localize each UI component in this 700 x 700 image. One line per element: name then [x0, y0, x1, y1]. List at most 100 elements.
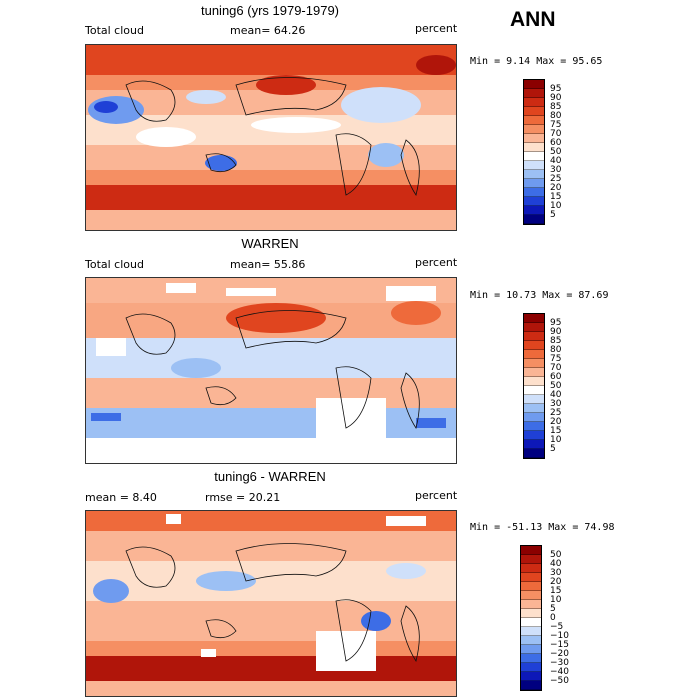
colorbar-cell	[521, 555, 541, 564]
colorbar-tick: 85	[550, 102, 562, 112]
colorbar-tick: 30	[550, 568, 562, 578]
colorbar-tick: −20	[550, 649, 569, 659]
panel3-map-field	[86, 511, 456, 696]
colorbar-cell	[524, 215, 544, 224]
colorbar-tick: 5	[550, 604, 556, 614]
panel3-map	[85, 510, 457, 697]
panel3-units-label: percent	[415, 489, 458, 502]
colorbar-tick: −30	[550, 658, 569, 668]
panel3-title: tuning6 - WARREN	[214, 469, 326, 484]
colorbar-cell	[524, 314, 544, 323]
colorbar-tick: 50	[550, 550, 562, 560]
colorbar-tick: 40	[550, 390, 562, 400]
colorbar-tick: −5	[550, 622, 564, 632]
colorbar-cell	[524, 332, 544, 341]
colorbar-tick: 75	[550, 120, 562, 130]
colorbar-cell	[521, 546, 541, 555]
colorbar-tick: 5	[550, 210, 556, 220]
colorbar-cell	[524, 359, 544, 368]
colorbar-tick: 25	[550, 408, 562, 418]
colorbar-tick: −10	[550, 631, 569, 641]
panel2-mean-label: mean= 55.86	[230, 258, 306, 271]
colorbar-cell	[521, 600, 541, 609]
colorbar-tick: 90	[550, 327, 562, 337]
colorbar-tick: 30	[550, 165, 562, 175]
colorbar-tick: 50	[550, 381, 562, 391]
colorbar-tick: 70	[550, 129, 562, 139]
colorbar-tick: −40	[550, 667, 569, 677]
colorbar-tick: 95	[550, 84, 562, 94]
colorbar-cell	[524, 125, 544, 134]
colorbar-tick: 40	[550, 156, 562, 166]
colorbar-cell	[521, 564, 541, 573]
colorbar-cell	[524, 152, 544, 161]
panel2-map	[85, 277, 457, 464]
panel3-colorbar	[520, 545, 542, 691]
colorbar-tick: 10	[550, 435, 562, 445]
colorbar-cell	[524, 134, 544, 143]
panel1-colorbar	[523, 79, 545, 225]
panel3-mean-label: mean = 8.40	[85, 491, 157, 504]
colorbar-cell	[521, 654, 541, 663]
panel3-minmax: Min = -51.13 Max = 74.98	[470, 522, 615, 533]
colorbar-cell	[524, 404, 544, 413]
colorbar-cell	[521, 609, 541, 618]
colorbar-cell	[524, 179, 544, 188]
panel3-rmse-label: rmse = 20.21	[205, 491, 281, 504]
colorbar-tick: 0	[550, 613, 556, 623]
colorbar-cell	[524, 188, 544, 197]
colorbar-cell	[524, 170, 544, 179]
panel1-minmax: Min = 9.14 Max = 95.65	[470, 56, 603, 67]
colorbar-tick: 15	[550, 586, 562, 596]
colorbar-cell	[524, 80, 544, 89]
colorbar-cell	[521, 627, 541, 636]
colorbar-cell	[521, 591, 541, 600]
colorbar-cell	[521, 636, 541, 645]
panel1-left-label: Total cloud	[85, 24, 144, 37]
colorbar-cell	[524, 413, 544, 422]
colorbar-cell	[524, 431, 544, 440]
colorbar-tick: −15	[550, 640, 569, 650]
colorbar-cell	[524, 368, 544, 377]
colorbar-tick: 10	[550, 595, 562, 605]
colorbar-cell	[524, 440, 544, 449]
colorbar-cell	[521, 582, 541, 591]
panel2-units-label: percent	[415, 256, 458, 269]
colorbar-cell	[521, 645, 541, 654]
colorbar-cell	[524, 386, 544, 395]
colorbar-cell	[524, 449, 544, 458]
panel1-units-label: percent	[415, 22, 458, 35]
panel2-map-field	[86, 278, 456, 463]
colorbar-tick: 10	[550, 201, 562, 211]
panel1-map-field	[86, 45, 456, 230]
colorbar-cell	[521, 573, 541, 582]
colorbar-cell	[524, 116, 544, 125]
colorbar-cell	[524, 197, 544, 206]
colorbar-cell	[524, 422, 544, 431]
colorbar-tick: 60	[550, 138, 562, 148]
colorbar-cell	[524, 206, 544, 215]
colorbar-cell	[524, 350, 544, 359]
season-label: ANN	[510, 8, 556, 31]
colorbar-tick: 15	[550, 192, 562, 202]
colorbar-cell	[524, 395, 544, 404]
panel2-title: WARREN	[241, 236, 299, 251]
colorbar-tick: 30	[550, 399, 562, 409]
panel1-title: tuning6 (yrs 1979-1979)	[200, 3, 340, 18]
panel2-colorbar	[523, 313, 545, 459]
colorbar-cell	[524, 377, 544, 386]
colorbar-tick: 25	[550, 174, 562, 184]
colorbar-tick: 95	[550, 318, 562, 328]
colorbar-cell	[521, 681, 541, 690]
panel2-minmax: Min = 10.73 Max = 87.69	[470, 290, 609, 301]
colorbar-tick: 80	[550, 111, 562, 121]
colorbar-tick: 70	[550, 363, 562, 373]
panel2-left-label: Total cloud	[85, 258, 144, 271]
colorbar-tick: 15	[550, 426, 562, 436]
colorbar-tick: 40	[550, 559, 562, 569]
colorbar-tick: 60	[550, 372, 562, 382]
colorbar-tick: 75	[550, 354, 562, 364]
colorbar-tick: 20	[550, 577, 562, 587]
colorbar-tick: 50	[550, 147, 562, 157]
colorbar-tick: 85	[550, 336, 562, 346]
